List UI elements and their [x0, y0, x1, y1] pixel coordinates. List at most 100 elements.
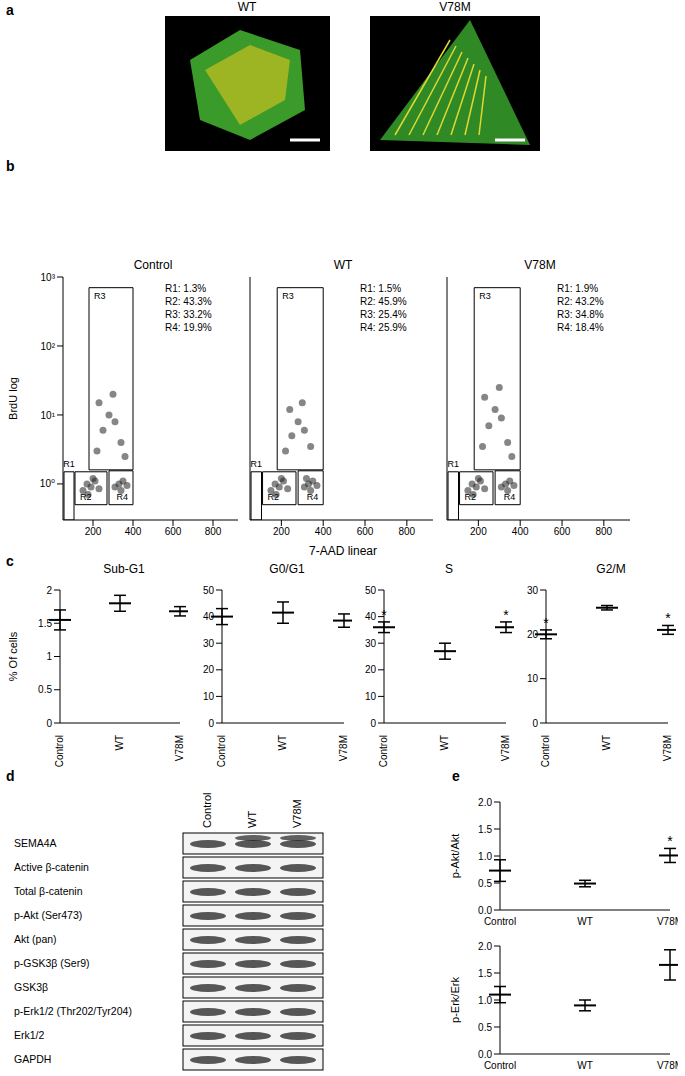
- svg-text:R2: R2: [268, 492, 280, 502]
- svg-text:*: *: [543, 615, 549, 631]
- svg-text:SEMA4A: SEMA4A: [14, 837, 57, 849]
- svg-text:V78M: V78M: [439, 0, 470, 14]
- svg-text:*: *: [503, 607, 509, 623]
- svg-text:*: *: [667, 946, 673, 951]
- svg-text:0: 0: [532, 718, 538, 729]
- svg-text:*: *: [667, 833, 673, 849]
- svg-text:50: 50: [203, 585, 215, 596]
- svg-text:R1: R1: [63, 459, 75, 469]
- svg-text:R2: R2: [465, 492, 477, 502]
- svg-text:600: 600: [554, 526, 571, 537]
- svg-text:2.0: 2.0: [478, 797, 492, 808]
- svg-text:R4: R4: [116, 492, 128, 502]
- svg-text:Active β-catenin: Active β-catenin: [14, 861, 89, 873]
- svg-text:WT: WT: [577, 916, 593, 927]
- svg-text:1.5: 1.5: [38, 618, 52, 629]
- svg-text:30: 30: [527, 585, 539, 596]
- svg-text:40: 40: [203, 611, 215, 622]
- svg-text:Control: Control: [54, 735, 65, 767]
- svg-text:V78M: V78M: [174, 735, 185, 761]
- svg-text:1.0: 1.0: [478, 995, 492, 1006]
- svg-text:600: 600: [165, 526, 182, 537]
- svg-text:0.5: 0.5: [478, 878, 492, 889]
- svg-text:20: 20: [527, 629, 539, 640]
- svg-text:WT: WT: [577, 1060, 593, 1071]
- svg-text:p-GSK3β (Ser9): p-GSK3β (Ser9): [14, 957, 89, 969]
- svg-text:WT: WT: [601, 735, 612, 751]
- svg-text:400: 400: [512, 526, 529, 537]
- svg-text:Control: Control: [484, 1060, 516, 1071]
- svg-text:200: 200: [85, 526, 102, 537]
- svg-text:0.0: 0.0: [478, 1049, 492, 1060]
- svg-text:2: 2: [46, 585, 52, 596]
- svg-text:WT: WT: [439, 735, 450, 751]
- svg-text:GAPDH: GAPDH: [14, 1053, 51, 1065]
- svg-text:Erk1/2: Erk1/2: [14, 1029, 45, 1041]
- svg-text:WT: WT: [246, 811, 258, 828]
- svg-text:1.5: 1.5: [478, 968, 492, 979]
- svg-text:10: 10: [527, 673, 539, 684]
- svg-text:200: 200: [470, 526, 487, 537]
- svg-text:R3: R3: [479, 291, 491, 301]
- svg-text:V78M: V78M: [338, 735, 349, 761]
- svg-text:40: 40: [365, 611, 377, 622]
- svg-text:WT: WT: [238, 0, 257, 14]
- svg-text:600: 600: [357, 526, 374, 537]
- svg-text:0.5: 0.5: [38, 684, 52, 695]
- svg-text:10²: 10²: [41, 341, 56, 352]
- svg-text:200: 200: [273, 526, 290, 537]
- svg-text:2.0: 2.0: [478, 941, 492, 952]
- svg-text:10¹: 10¹: [41, 410, 56, 421]
- svg-text:50: 50: [365, 585, 377, 596]
- svg-text:1: 1: [46, 651, 52, 662]
- svg-text:0: 0: [46, 718, 52, 729]
- svg-text:WT: WT: [277, 735, 288, 751]
- svg-text:Control: Control: [540, 735, 551, 767]
- svg-text:p-Akt/Akt: p-Akt/Akt: [450, 834, 461, 879]
- svg-text:V78M: V78M: [657, 916, 677, 927]
- svg-text:V78M: V78M: [657, 1060, 677, 1071]
- svg-text:0.0: 0.0: [478, 905, 492, 916]
- svg-text:p-Akt (Ser473): p-Akt (Ser473): [14, 909, 82, 921]
- svg-text:800: 800: [399, 526, 416, 537]
- svg-text:800: 800: [205, 526, 222, 537]
- svg-text:Akt (pan): Akt (pan): [14, 933, 57, 945]
- svg-text:R2: R2: [80, 492, 92, 502]
- svg-text:V78M: V78M: [500, 735, 511, 761]
- svg-text:R4: R4: [307, 492, 319, 502]
- svg-text:R1: R1: [251, 459, 263, 469]
- svg-text:10: 10: [203, 691, 215, 702]
- svg-text:*: *: [381, 607, 387, 623]
- svg-text:400: 400: [315, 526, 332, 537]
- svg-text:Control: Control: [378, 735, 389, 767]
- svg-text:Total β-catenin: Total β-catenin: [14, 885, 83, 897]
- svg-text:R3: R3: [282, 291, 294, 301]
- svg-text:V78M: V78M: [662, 735, 673, 761]
- svg-text:% Of cells: % Of cells: [8, 631, 19, 681]
- svg-text:*: *: [665, 610, 671, 626]
- svg-text:Control: Control: [484, 916, 516, 927]
- svg-text:10⁰: 10⁰: [40, 478, 55, 489]
- svg-text:20: 20: [365, 664, 377, 675]
- svg-text:V78M: V78M: [291, 799, 303, 828]
- svg-text:Control: Control: [201, 793, 213, 828]
- svg-text:p-Erk1/2 (Thr202/Tyr204): p-Erk1/2 (Thr202/Tyr204): [14, 1005, 132, 1017]
- svg-text:10³: 10³: [41, 272, 56, 283]
- svg-text:0.5: 0.5: [478, 1022, 492, 1033]
- svg-text:1.0: 1.0: [478, 851, 492, 862]
- svg-text:Control: Control: [216, 735, 227, 767]
- svg-text:p-Erk/Erk: p-Erk/Erk: [450, 977, 461, 1023]
- svg-text:WT: WT: [114, 735, 125, 751]
- svg-text:30: 30: [365, 638, 377, 649]
- svg-text:1.5: 1.5: [478, 824, 492, 835]
- svg-text:30: 30: [203, 638, 215, 649]
- svg-text:GSK3β: GSK3β: [14, 981, 48, 993]
- svg-text:800: 800: [596, 526, 613, 537]
- svg-text:R1: R1: [448, 459, 460, 469]
- svg-text:R3: R3: [94, 291, 106, 301]
- svg-text:0: 0: [208, 718, 214, 729]
- svg-text:0: 0: [370, 718, 376, 729]
- svg-text:BrdU log: BrdU log: [8, 377, 19, 420]
- svg-text:400: 400: [125, 526, 142, 537]
- svg-text:10: 10: [365, 691, 377, 702]
